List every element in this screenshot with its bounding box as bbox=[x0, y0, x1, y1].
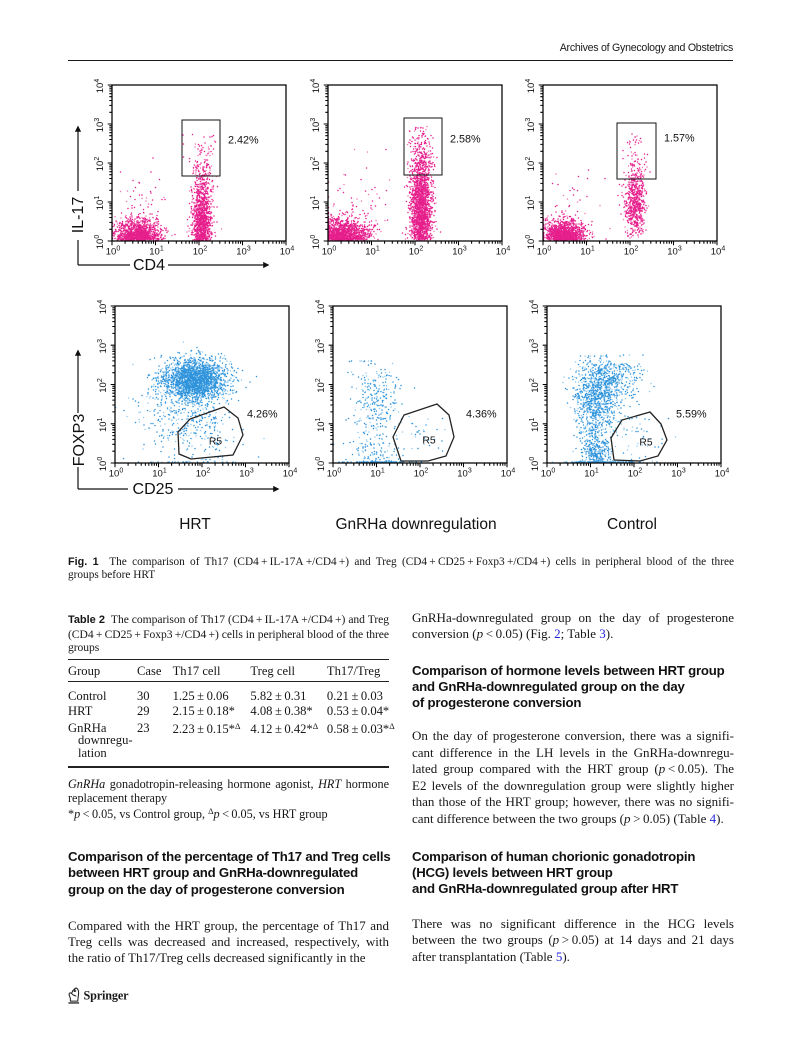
svg-text:101: 101 bbox=[97, 417, 109, 432]
svg-text:102: 102 bbox=[529, 378, 541, 393]
svg-text:100: 100 bbox=[529, 457, 541, 472]
svg-text:5.59%: 5.59% bbox=[676, 409, 707, 421]
svg-text:100: 100 bbox=[109, 468, 124, 480]
svg-text:104: 104 bbox=[283, 468, 298, 480]
svg-text:GnRHa downregulation: GnRHa downregulation bbox=[335, 516, 496, 533]
svg-text:104: 104 bbox=[315, 300, 327, 315]
svg-text:101: 101 bbox=[152, 468, 167, 480]
svg-text:103: 103 bbox=[94, 118, 106, 133]
svg-text:100: 100 bbox=[537, 246, 552, 258]
svg-text:102: 102 bbox=[310, 157, 322, 172]
svg-text:4.26%: 4.26% bbox=[247, 409, 278, 421]
svg-text:100: 100 bbox=[525, 235, 537, 250]
svg-text:R5: R5 bbox=[209, 437, 222, 448]
svg-text:2.42%: 2.42% bbox=[228, 135, 259, 147]
svg-text:100: 100 bbox=[315, 457, 327, 472]
svg-text:103: 103 bbox=[236, 246, 251, 258]
svg-text:100: 100 bbox=[541, 468, 556, 480]
svg-text:R5: R5 bbox=[422, 436, 435, 447]
svg-text:103: 103 bbox=[239, 468, 254, 480]
svg-text:103: 103 bbox=[452, 246, 467, 258]
svg-text:102: 102 bbox=[97, 378, 109, 393]
svg-text:100: 100 bbox=[94, 235, 106, 250]
svg-text:101: 101 bbox=[584, 468, 599, 480]
svg-text:101: 101 bbox=[94, 196, 106, 211]
svg-text:101: 101 bbox=[315, 417, 327, 432]
svg-text:104: 104 bbox=[310, 79, 322, 94]
svg-text:IL-17: IL-17 bbox=[70, 197, 87, 234]
svg-text:100: 100 bbox=[322, 246, 337, 258]
svg-text:101: 101 bbox=[310, 196, 322, 211]
svg-text:100: 100 bbox=[327, 468, 342, 480]
svg-text:103: 103 bbox=[525, 118, 537, 133]
svg-text:101: 101 bbox=[370, 468, 385, 480]
svg-text:103: 103 bbox=[310, 118, 322, 133]
svg-text:104: 104 bbox=[280, 246, 295, 258]
svg-text:102: 102 bbox=[315, 378, 327, 393]
svg-text:Springer: Springer bbox=[84, 989, 130, 1003]
svg-text:103: 103 bbox=[671, 468, 686, 480]
svg-text:CD4: CD4 bbox=[133, 257, 165, 274]
svg-text:104: 104 bbox=[94, 79, 106, 94]
svg-text:102: 102 bbox=[414, 468, 429, 480]
svg-text:101: 101 bbox=[149, 246, 164, 258]
svg-text:100: 100 bbox=[310, 235, 322, 250]
svg-text:102: 102 bbox=[525, 157, 537, 172]
svg-text:4.36%: 4.36% bbox=[466, 409, 497, 421]
svg-text:101: 101 bbox=[525, 196, 537, 211]
svg-text:104: 104 bbox=[715, 468, 730, 480]
svg-text:103: 103 bbox=[315, 339, 327, 354]
svg-text:102: 102 bbox=[193, 246, 208, 258]
svg-text:102: 102 bbox=[628, 468, 643, 480]
svg-text:104: 104 bbox=[711, 246, 726, 258]
svg-text:101: 101 bbox=[365, 246, 380, 258]
svg-text:104: 104 bbox=[501, 468, 516, 480]
svg-text:1.57%: 1.57% bbox=[664, 133, 695, 145]
svg-text:2.58%: 2.58% bbox=[450, 134, 481, 146]
svg-text:CD25: CD25 bbox=[133, 481, 174, 498]
svg-text:102: 102 bbox=[409, 246, 424, 258]
svg-text:102: 102 bbox=[196, 468, 211, 480]
svg-text:101: 101 bbox=[529, 417, 541, 432]
svg-text:102: 102 bbox=[94, 157, 106, 172]
svg-text:100: 100 bbox=[106, 246, 121, 258]
svg-text:103: 103 bbox=[667, 246, 682, 258]
svg-text:103: 103 bbox=[97, 339, 109, 354]
svg-text:Control: Control bbox=[607, 516, 657, 533]
svg-text:101: 101 bbox=[580, 246, 595, 258]
svg-text:FOXP3: FOXP3 bbox=[71, 414, 88, 467]
svg-text:R5: R5 bbox=[639, 438, 652, 449]
svg-text:104: 104 bbox=[496, 246, 511, 258]
svg-text:103: 103 bbox=[529, 339, 541, 354]
svg-text:104: 104 bbox=[525, 79, 537, 94]
svg-text:104: 104 bbox=[529, 300, 541, 315]
svg-text:HRT: HRT bbox=[179, 516, 211, 533]
svg-text:102: 102 bbox=[624, 246, 639, 258]
svg-text:103: 103 bbox=[457, 468, 472, 480]
svg-text:100: 100 bbox=[97, 457, 109, 472]
svg-text:104: 104 bbox=[97, 300, 109, 315]
